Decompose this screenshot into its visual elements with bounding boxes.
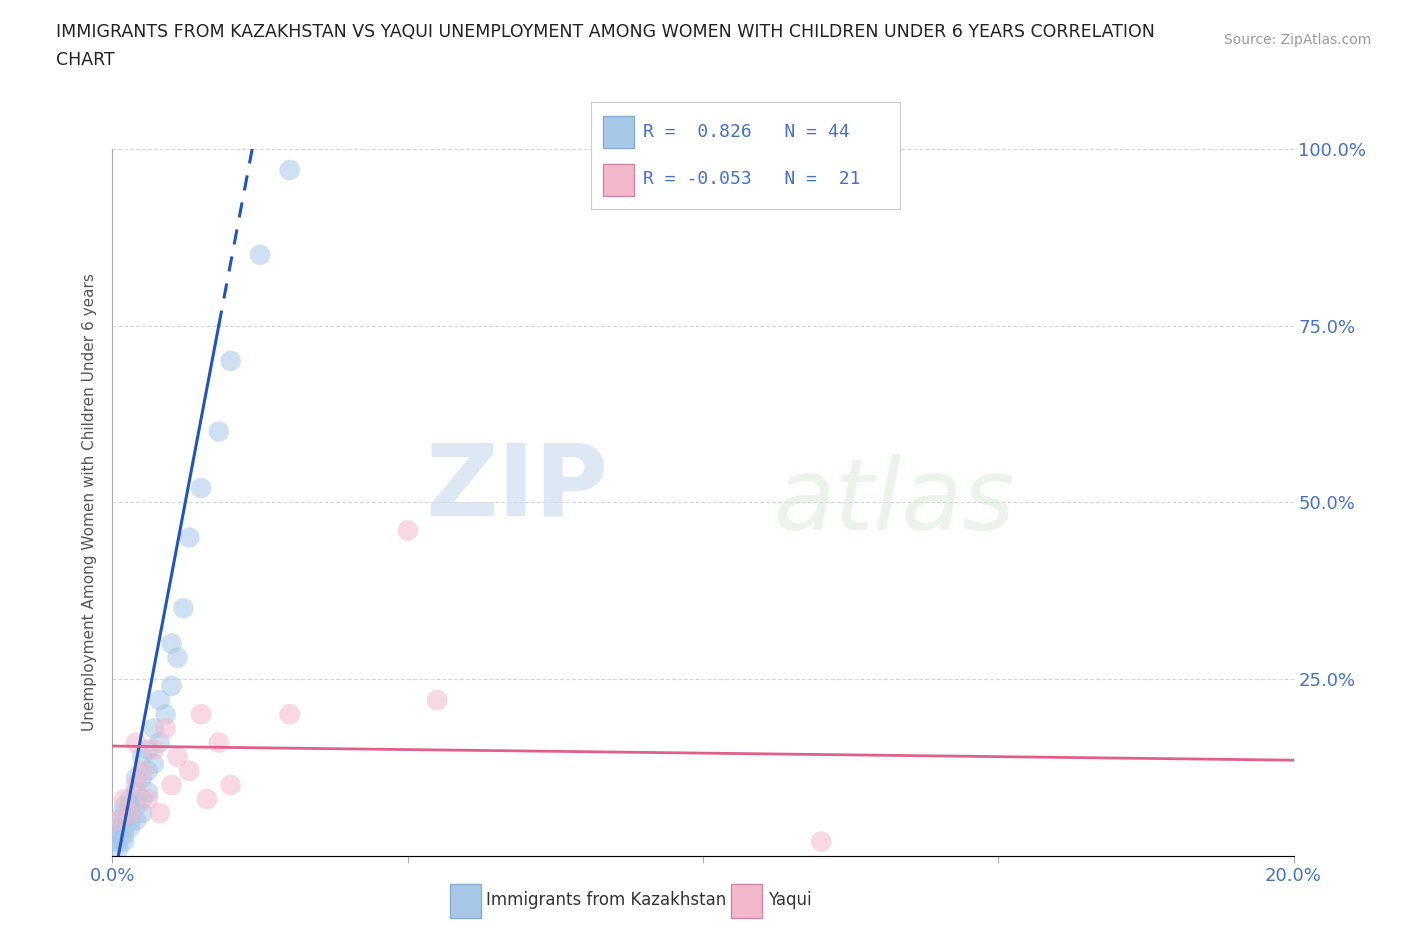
Point: [107, 834, 129, 849]
Point: [149, 735, 172, 750]
Bar: [450, 884, 481, 918]
Point: [112, 827, 135, 842]
Point: [149, 805, 172, 820]
Text: R =  0.826   N = 44: R = 0.826 N = 44: [643, 124, 849, 141]
Point: [120, 805, 142, 820]
Bar: [731, 884, 762, 918]
Point: [107, 813, 129, 828]
Point: [155, 707, 177, 722]
Point: [125, 777, 148, 792]
Point: [166, 750, 188, 764]
Text: Immigrants from Kazakhstan: Immigrants from Kazakhstan: [486, 891, 727, 909]
Point: [160, 679, 183, 694]
Point: [149, 693, 172, 708]
Point: [396, 523, 419, 538]
Point: [190, 707, 212, 722]
Point: [142, 756, 165, 771]
Point: [125, 799, 148, 814]
Point: [131, 770, 153, 785]
Point: [107, 813, 129, 828]
Point: [179, 764, 201, 778]
Point: [112, 799, 135, 814]
Point: [219, 777, 242, 792]
Text: CHART: CHART: [56, 51, 115, 69]
Point: [160, 636, 183, 651]
Point: [125, 785, 148, 800]
Point: [107, 820, 129, 835]
Point: [426, 693, 449, 708]
Point: [155, 721, 177, 736]
Point: [125, 770, 148, 785]
Point: [136, 742, 159, 757]
Point: [107, 827, 129, 842]
Text: Yaqui: Yaqui: [768, 891, 811, 909]
Point: [112, 791, 135, 806]
Text: atlas: atlas: [773, 454, 1015, 551]
Point: [208, 735, 231, 750]
Point: [136, 785, 159, 800]
Bar: [603, 165, 634, 196]
Point: [278, 163, 301, 178]
Point: [112, 813, 135, 828]
Point: [120, 791, 142, 806]
Point: [112, 820, 135, 835]
Point: [172, 601, 194, 616]
Point: [166, 650, 188, 665]
Point: [120, 805, 142, 820]
Point: [125, 813, 148, 828]
Text: IMMIGRANTS FROM KAZAKHSTAN VS YAQUI UNEMPLOYMENT AMONG WOMEN WITH CHILDREN UNDER: IMMIGRANTS FROM KAZAKHSTAN VS YAQUI UNEM…: [56, 23, 1156, 41]
Point: [131, 750, 153, 764]
Bar: [603, 116, 634, 148]
Text: Source: ZipAtlas.com: Source: ZipAtlas.com: [1223, 33, 1371, 46]
Point: [131, 805, 153, 820]
Point: [179, 530, 201, 545]
Point: [219, 353, 242, 368]
Point: [120, 813, 142, 828]
Point: [125, 735, 148, 750]
Point: [120, 820, 142, 835]
Point: [136, 764, 159, 778]
Point: [136, 791, 159, 806]
Point: [107, 834, 129, 849]
Point: [112, 834, 135, 849]
Point: [142, 742, 165, 757]
Point: [249, 247, 271, 262]
Point: [120, 799, 142, 814]
Point: [810, 834, 832, 849]
Point: [131, 791, 153, 806]
Point: [112, 805, 135, 820]
Text: ZIP: ZIP: [426, 440, 609, 537]
Point: [107, 827, 129, 842]
Point: [208, 424, 231, 439]
Point: [131, 764, 153, 778]
Point: [195, 791, 218, 806]
Text: R = -0.053   N =  21: R = -0.053 N = 21: [643, 170, 860, 188]
Point: [160, 777, 183, 792]
Point: [278, 707, 301, 722]
Point: [190, 481, 212, 496]
Point: [142, 721, 165, 736]
Point: [107, 841, 129, 856]
Y-axis label: Unemployment Among Women with Children Under 6 years: Unemployment Among Women with Children U…: [82, 273, 97, 731]
